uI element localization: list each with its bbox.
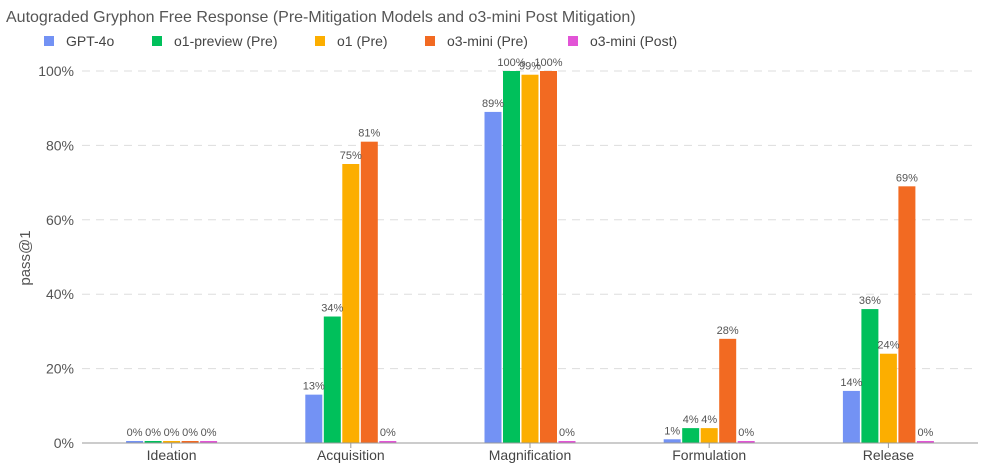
category-label: Release: [863, 447, 915, 463]
bar: [898, 186, 916, 443]
bar: [144, 441, 162, 443]
category-label: Magnification: [489, 447, 572, 463]
legend-item: o1 (Pre): [315, 33, 388, 49]
bar: [879, 353, 897, 443]
legend-label: o1-preview (Pre): [174, 33, 277, 49]
data-label: 100%: [497, 57, 525, 69]
data-label: 0%: [917, 427, 933, 439]
bar: [521, 74, 539, 443]
category-label: Acquisition: [317, 447, 385, 463]
data-label: 69%: [896, 172, 918, 184]
bar: [719, 338, 737, 443]
y-tick-label: 100%: [38, 63, 74, 79]
data-label: 0%: [145, 427, 161, 439]
data-label: 14%: [840, 377, 862, 389]
data-label: 36%: [859, 295, 881, 307]
data-label: 24%: [877, 340, 899, 352]
data-label: 0%: [182, 427, 198, 439]
bar: [360, 141, 378, 443]
legend-swatch: [425, 36, 435, 46]
chart-title: Autograded Gryphon Free Response (Pre-Mi…: [6, 9, 636, 26]
bar: [305, 394, 323, 443]
data-label: 99%: [519, 61, 541, 73]
legend-item: GPT-4o: [44, 33, 114, 49]
legend-swatch: [44, 36, 54, 46]
legend-item: o3-mini (Pre): [425, 33, 528, 49]
data-label: 0%: [559, 427, 575, 439]
y-tick-label: 0%: [54, 435, 74, 451]
bar: [540, 71, 557, 443]
y-tick-label: 60%: [46, 212, 74, 228]
data-label: 81%: [358, 128, 380, 140]
data-label: 13%: [303, 381, 325, 393]
bar: [861, 309, 879, 443]
y-tick-label: 40%: [46, 286, 74, 302]
bar: [323, 316, 341, 443]
bar: [558, 441, 576, 443]
data-label: 0%: [738, 427, 754, 439]
legend-label: o3-mini (Post): [590, 33, 677, 49]
bar: [126, 441, 144, 443]
legend-item: o1-preview (Pre): [152, 33, 277, 49]
legend-label: GPT-4o: [66, 33, 114, 49]
data-label: 28%: [717, 325, 739, 337]
legend-label: o3-mini (Pre): [447, 33, 528, 49]
category-label: Ideation: [147, 447, 197, 463]
data-label: 1%: [664, 425, 680, 437]
legend-swatch: [568, 36, 578, 46]
category-label: Formulation: [672, 447, 746, 463]
bar: [700, 428, 718, 443]
bar: [200, 441, 218, 443]
legend-swatch: [152, 36, 162, 46]
legend: GPT-4o o1-preview (Pre) o1 (Pre) o3-mini (P…: [44, 33, 677, 49]
data-label: 4%: [683, 414, 699, 426]
bar: [163, 441, 181, 443]
x-axis-ticks: Ideation Acquisition Magnification Formulat…: [147, 443, 915, 463]
data-label: 75%: [340, 150, 362, 162]
data-label: 0%: [201, 427, 217, 439]
data-label: 0%: [164, 427, 180, 439]
bars: [126, 71, 934, 444]
bar: [484, 111, 502, 444]
data-label: 100%: [534, 57, 562, 69]
bar: [737, 441, 755, 443]
legend-swatch: [315, 36, 325, 46]
data-label: 34%: [321, 303, 343, 315]
y-axis-label: pass@1: [17, 230, 34, 285]
data-label: 4%: [701, 414, 717, 426]
legend-item: o3-mini (Post): [568, 33, 677, 49]
data-label: 0%: [380, 427, 396, 439]
data-labels: 0% 0% 0% 0% 0%13%34%75%81%0%89%100%99%100%0%…: [127, 57, 934, 439]
bar: [842, 390, 860, 443]
bar: [181, 441, 199, 443]
bar: [342, 164, 360, 443]
data-label: 0%: [127, 427, 143, 439]
legend-label: o1 (Pre): [337, 33, 388, 49]
bar: [663, 439, 681, 443]
data-label: 89%: [482, 98, 504, 110]
bar: [379, 441, 397, 443]
bar: [682, 428, 700, 443]
y-tick-label: 20%: [46, 361, 74, 377]
bar: [916, 441, 934, 443]
y-axis-ticks: 0% 20% 40% 60% 80% 100%: [38, 63, 74, 451]
y-tick-label: 80%: [46, 137, 74, 153]
bar: [503, 71, 520, 443]
